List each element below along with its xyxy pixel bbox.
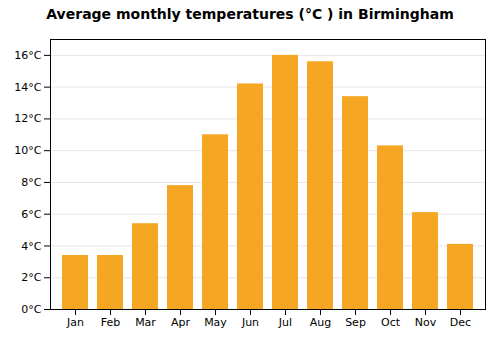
svg-text:12°C: 12°C xyxy=(14,112,41,125)
svg-text:16°C: 16°C xyxy=(14,49,41,62)
svg-text:Jan: Jan xyxy=(66,316,84,329)
svg-text:Oct: Oct xyxy=(381,316,401,329)
svg-text:Aug: Aug xyxy=(310,316,331,329)
svg-text:6°C: 6°C xyxy=(21,208,41,221)
svg-text:Sep: Sep xyxy=(345,316,366,329)
svg-text:10°C: 10°C xyxy=(14,144,41,157)
svg-text:0°C: 0°C xyxy=(21,303,41,316)
svg-text:2°C: 2°C xyxy=(21,271,41,284)
svg-text:Mar: Mar xyxy=(135,316,156,329)
svg-text:4°C: 4°C xyxy=(21,239,41,252)
svg-text:Feb: Feb xyxy=(101,316,120,329)
svg-text:May: May xyxy=(204,316,227,329)
svg-text:14°C: 14°C xyxy=(14,81,41,94)
svg-text:Dec: Dec xyxy=(450,316,471,329)
svg-text:8°C: 8°C xyxy=(21,176,41,189)
svg-text:Jun: Jun xyxy=(241,316,259,329)
html-text:Average monthly temperatures (: Average monthly temperatures (°C ) in Bi… xyxy=(46,6,454,22)
svg-text:Apr: Apr xyxy=(171,316,191,329)
svg-text:Nov: Nov xyxy=(415,316,437,329)
svg-text:Jul: Jul xyxy=(278,316,292,329)
